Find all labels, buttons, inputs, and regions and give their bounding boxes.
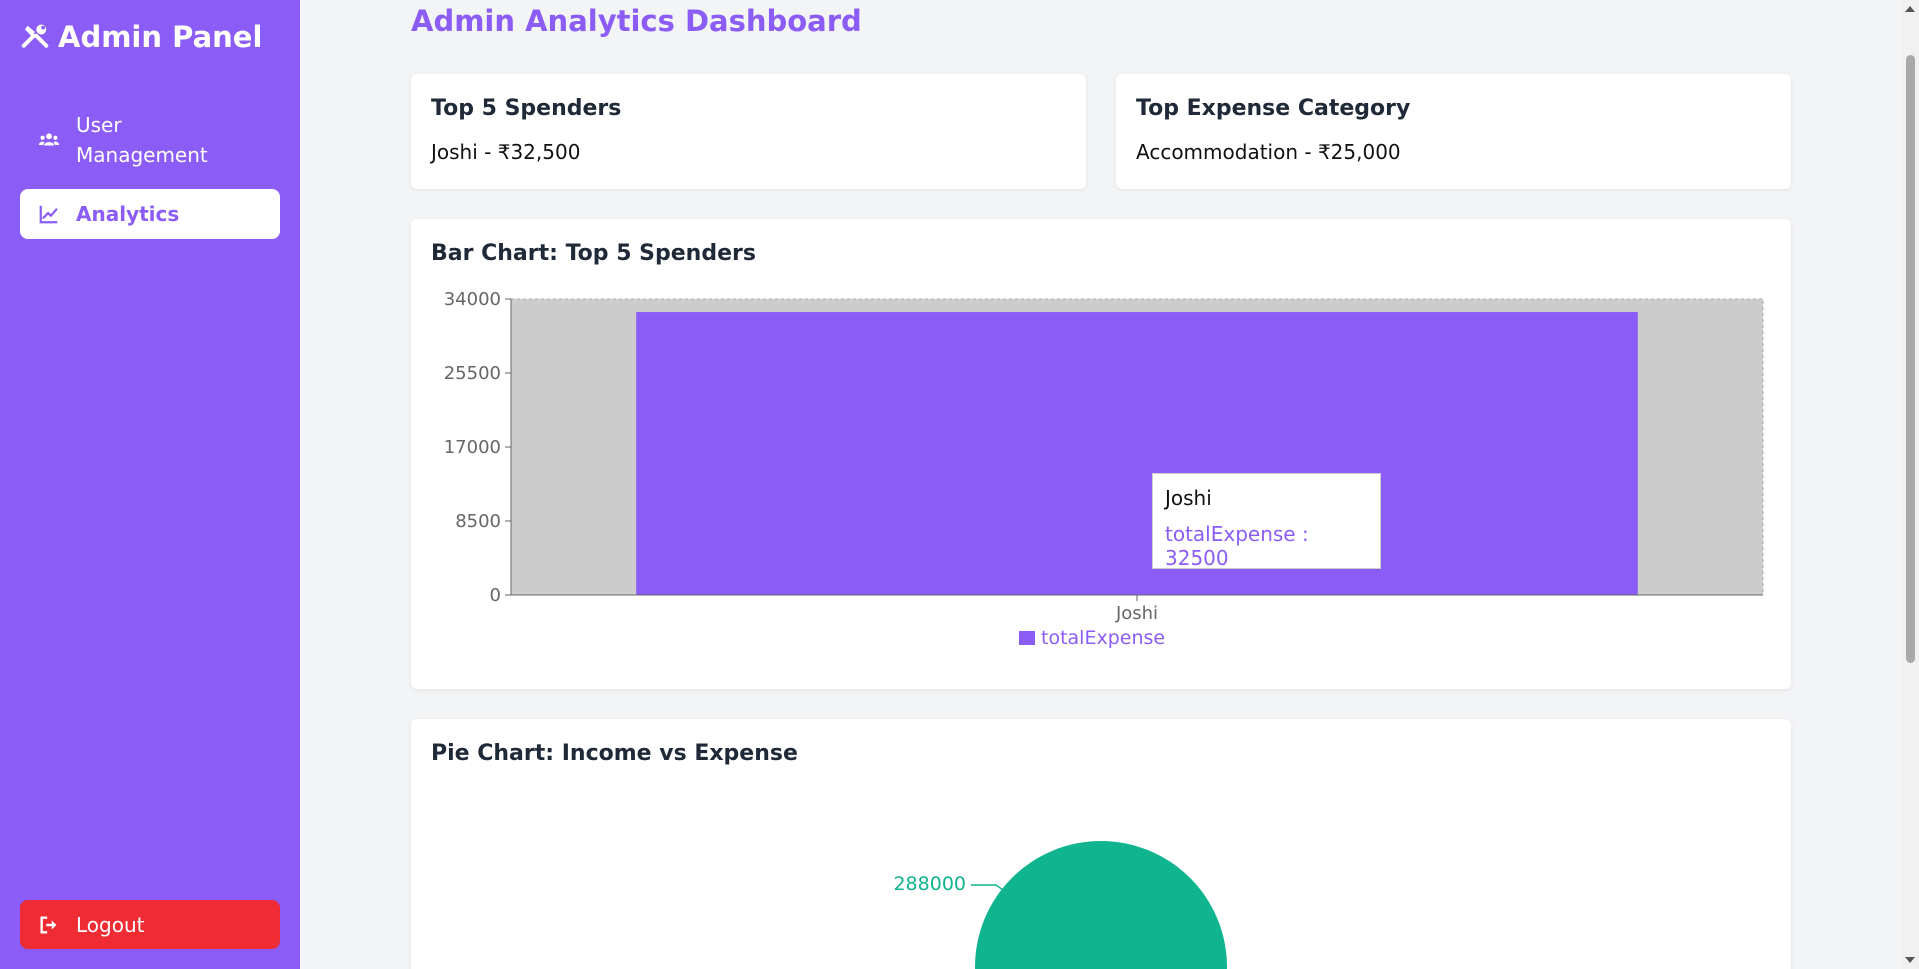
legend-swatch <box>1019 631 1035 645</box>
tooltip-name: Joshi <box>1165 486 1212 510</box>
tooltip-value: totalExpense : 32500 <box>1165 522 1309 570</box>
pie-label-leader <box>971 884 1014 898</box>
bar-chart: 0 8500 17000 25500 34000 Joshi totalExpense <box>444 289 1764 649</box>
pie-slice-label: 288000 <box>893 873 966 895</box>
chart-tooltip: Joshi totalExpense : 32500 <box>1152 473 1381 570</box>
scroll-up-arrow-icon[interactable] <box>1905 6 1915 12</box>
logout-icon <box>40 915 57 934</box>
y-tick-label: 8500 <box>455 511 501 532</box>
card-title: Top Expense Category <box>1136 96 1411 121</box>
card-title: Bar Chart: Top 5 Spenders <box>431 241 756 266</box>
sidebar-item-user-management[interactable]: User Management <box>20 108 280 172</box>
sidebar-item-analytics[interactable]: Analytics <box>20 189 280 239</box>
y-tick-label: 25500 <box>444 363 501 384</box>
brand-title: Admin Panel <box>58 20 263 54</box>
scrollbar[interactable] <box>1902 0 1919 969</box>
y-tick-label: 34000 <box>444 289 501 310</box>
top-category-card: Top Expense Category Accommodation - ₹25… <box>1116 74 1791 189</box>
logout-button[interactable]: Logout <box>20 900 280 949</box>
legend-label: totalExpense <box>1041 627 1165 649</box>
logout-label: Logout <box>76 912 145 937</box>
sidebar-item-label: User Management <box>76 113 208 167</box>
sidebar: Admin Panel User Management Analytics Lo… <box>0 0 300 969</box>
card-value: Joshi - ₹32,500 <box>431 140 581 164</box>
card-title: Top 5 Spenders <box>431 96 622 121</box>
page-title: Admin Analytics Dashboard <box>411 4 862 38</box>
card-value: Accommodation - ₹25,000 <box>1136 140 1401 164</box>
bar-chart-card: Bar Chart: Top 5 Spenders 0 8500 17000 2550… <box>411 219 1791 689</box>
scroll-thumb[interactable] <box>1906 55 1915 663</box>
bar-joshi <box>636 312 1638 595</box>
tools-icon <box>21 24 49 48</box>
card-title: Pie Chart: Income vs Expense <box>431 741 798 766</box>
y-tick-label: 0 <box>490 585 501 606</box>
scroll-down-arrow-icon[interactable] <box>1905 957 1915 963</box>
sidebar-item-label: Analytics <box>76 202 180 226</box>
y-tick-label: 17000 <box>444 437 501 458</box>
top-spenders-card: Top 5 Spenders Joshi - ₹32,500 <box>411 74 1086 189</box>
users-icon <box>38 133 60 146</box>
x-tick-label: Joshi <box>1115 603 1158 624</box>
brand: Admin Panel <box>20 20 262 54</box>
pie-chart: 288000 <box>893 841 1227 969</box>
chart-line-icon <box>39 205 58 224</box>
pie-slice-income <box>975 841 1227 969</box>
pie-chart-card: Pie Chart: Income vs Expense 288000 <box>411 719 1791 969</box>
